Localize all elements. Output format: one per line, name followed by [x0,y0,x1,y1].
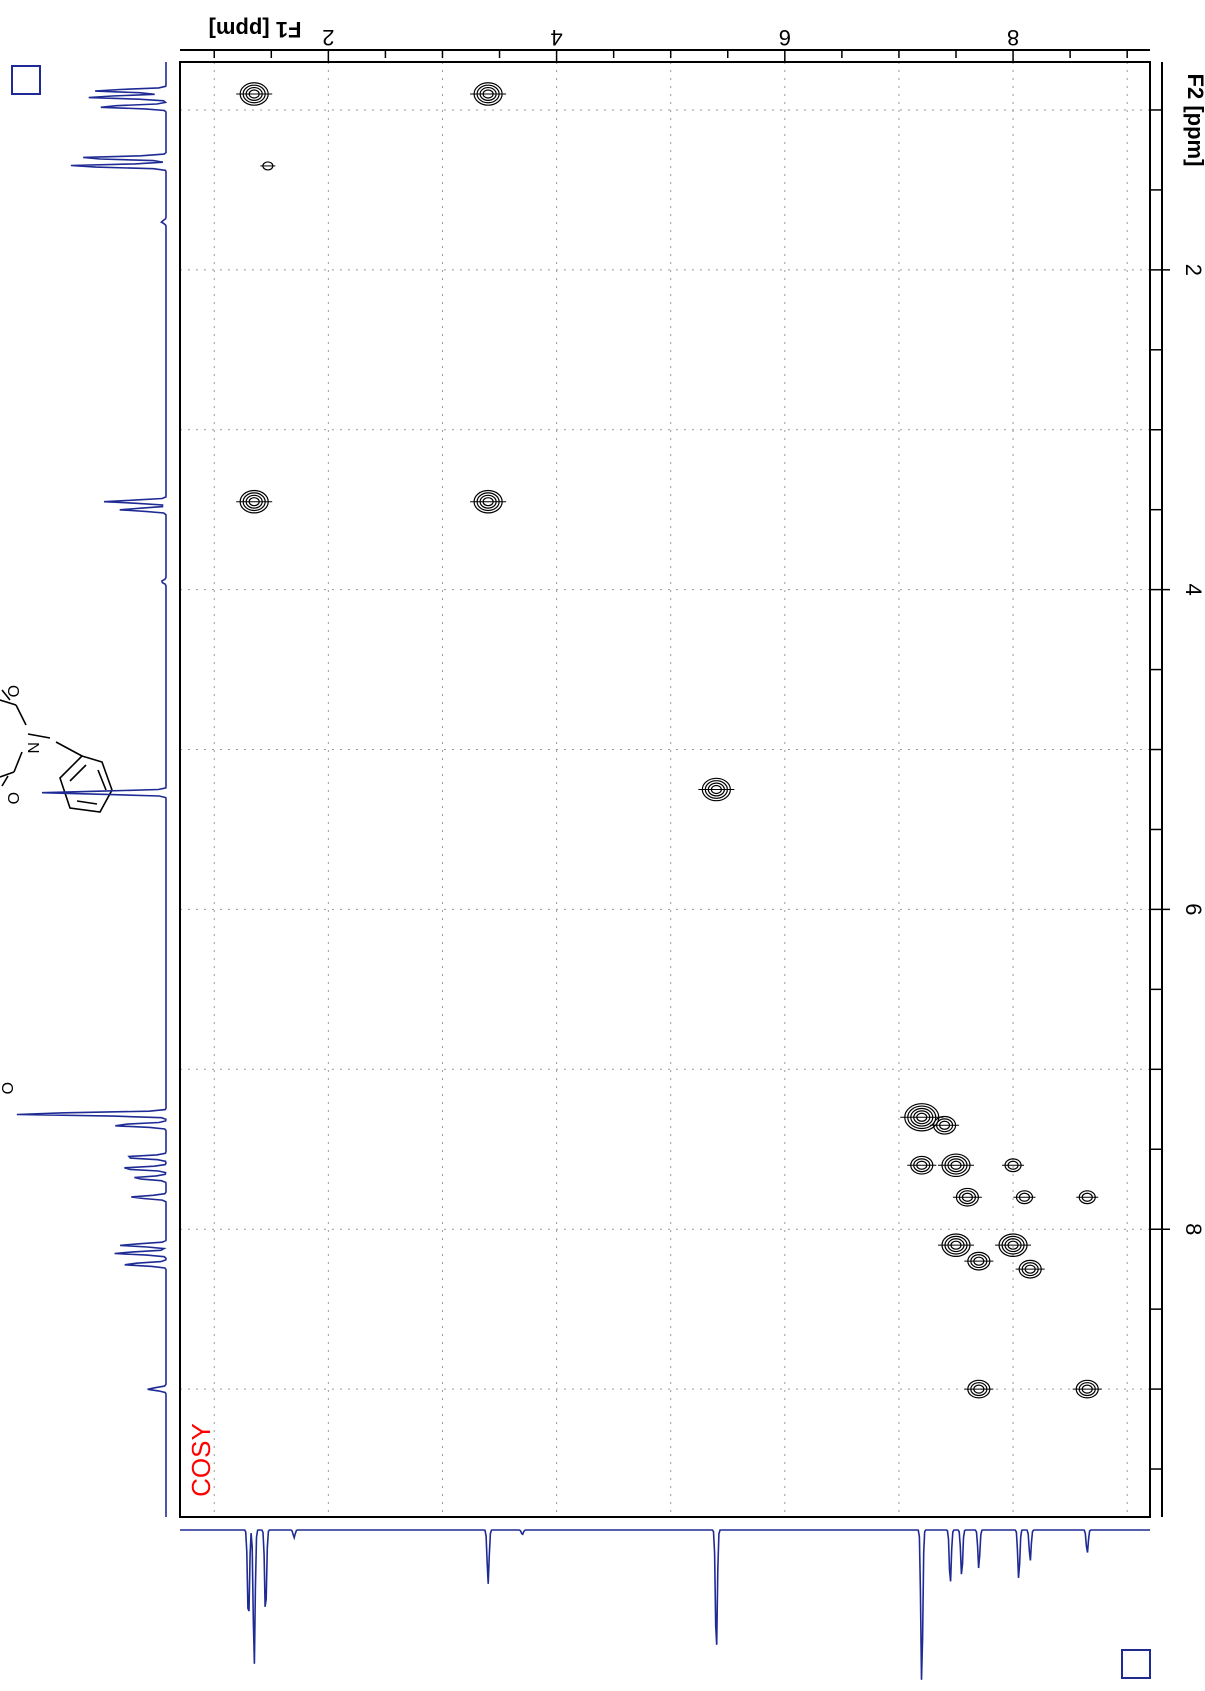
cross-peak [964,1379,994,1399]
cross-peak [964,1251,994,1271]
cross-peak [1072,1379,1102,1399]
cross-peak [260,161,276,171]
cross-peak [1002,1158,1025,1173]
cross-peak [698,777,735,802]
f2-projection-spectrum [16,62,168,1517]
f1-projection-trace [180,1529,1150,1680]
svg-text:O: O [0,1082,15,1094]
cross-peak [930,1115,960,1135]
cross-peak [236,82,273,106]
f2-axis-label: F2 [ppm] [1183,74,1205,167]
cross-peak [952,1187,982,1207]
svg-text:O: O [4,685,21,697]
f1-tick-label: 6 [779,25,791,50]
plot-frame [179,61,1151,1518]
f1-axis: 2 4 6 8 [180,25,1150,62]
cross-peak [1076,1190,1099,1205]
f1-tick-label: 8 [1007,25,1019,50]
f1-tick-label: 2 [322,25,334,50]
f2-tick-label: 6 [1181,903,1205,915]
experiment-label: COSY [186,1423,216,1497]
cross-peak [470,82,507,106]
grid-lines [180,62,1150,1517]
f1-tick-label: 4 [550,25,562,50]
f1-axis-label: F1 [ppm] [209,17,302,42]
cross-peak [236,489,273,514]
f2-tick-label: 8 [1181,1223,1205,1235]
cross-peak [907,1155,937,1175]
cross-peak [995,1233,1032,1257]
corner-box-top-left [11,65,41,95]
corner-box-bottom-right [1121,1649,1151,1679]
svg-text:O: O [4,792,21,804]
f2-axis: 2 4 6 8 [1150,62,1205,1517]
molecular-structure [0,689,113,813]
f2-tick-label: 4 [1181,584,1205,596]
svg-text:N: N [24,742,41,754]
cross-peak [470,489,507,514]
cross-peaks [236,82,1102,1399]
cross-peak [1013,1190,1036,1205]
f2-projection-trace [16,62,168,1517]
cross-peak [938,1153,974,1178]
molecular-structure-atoms: N O O O [0,685,41,1094]
cross-peak [1015,1259,1045,1279]
f2-tick-label: 2 [1181,264,1205,276]
cross-peak [900,1103,944,1132]
cross-peak [938,1233,974,1257]
f1-projection-spectrum [180,1529,1150,1680]
